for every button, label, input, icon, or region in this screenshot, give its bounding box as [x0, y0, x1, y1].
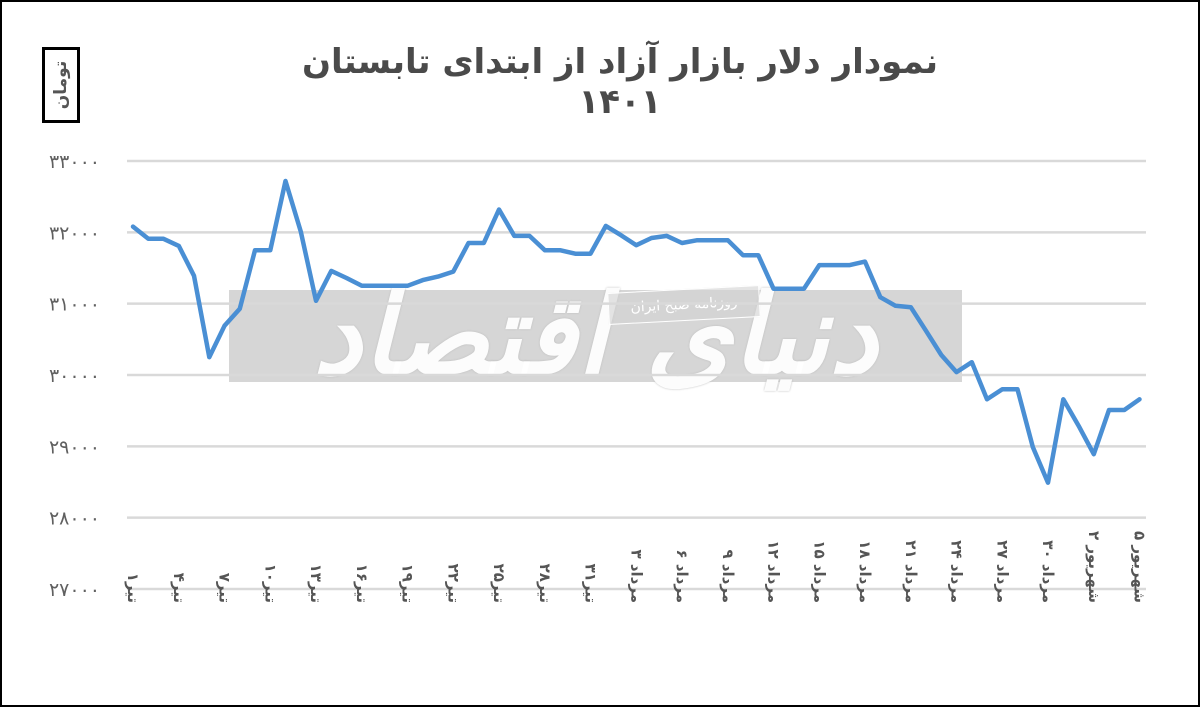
- x-tick-label: تیر۲۸: [536, 564, 554, 603]
- x-tick-label: شهریور ۵: [1131, 531, 1149, 603]
- gridlines: [127, 159, 1146, 591]
- x-tick-label: تیر۷: [216, 573, 234, 603]
- x-tick-label: مرداد ۱۵: [810, 540, 828, 603]
- y-tick-label: ۲۸۰۰۰: [49, 508, 100, 530]
- x-tick-label: مرداد ۲۴: [948, 540, 966, 603]
- y-axis-labels: ۳۳۰۰۰ ۳۲۰۰۰ ۳۱۰۰۰ ۳۰۰۰۰ ۲۹۰۰۰ ۲۸۰۰۰ ۲۷۰۰۰: [49, 151, 100, 601]
- x-tick-label: شهریور ۲: [1085, 531, 1103, 603]
- price-line: [130, 178, 1142, 485]
- x-tick-label: مرداد ۶: [673, 549, 691, 603]
- x-tick-label: تیر۴: [170, 573, 188, 603]
- x-tick-label: مرداد ۳۰: [1039, 540, 1057, 603]
- x-tick-label: مرداد ۱۸: [856, 540, 874, 603]
- y-tick-label: ۲۹۰۰۰: [49, 436, 100, 458]
- x-tick-label: مرداد ۱۲: [765, 540, 783, 603]
- chart-title: نمودار دلار بازار آزاد از ابتدای تابستان…: [301, 42, 939, 122]
- x-tick-label: تیر۱۳: [307, 564, 325, 603]
- x-tick-label: تیر۱: [124, 573, 142, 603]
- x-tick-label: تیر۳۱: [582, 564, 600, 603]
- x-axis-labels: تیر۱ تیر۴ تیر۷ تیر۱۰ تیر۱۳ تیر۱۶ تیر۱۹ تیر۲۲ تیر…: [124, 531, 1149, 603]
- x-tick-label: مرداد ۹: [719, 549, 737, 603]
- x-tick-label: تیر۱۰: [261, 564, 279, 603]
- x-tick-label: تیر۱۹: [399, 564, 417, 603]
- x-tick-label: مرداد ۲۷: [993, 540, 1011, 603]
- y-tick-label: ۳۱۰۰۰: [49, 294, 100, 316]
- x-tick-label: تیر۱۶: [353, 564, 371, 603]
- y-tick-label: ۲۷۰۰۰: [49, 579, 100, 601]
- x-tick-label: تیر۲۲: [444, 564, 462, 603]
- x-tick-label: تیر۲۵: [490, 564, 508, 603]
- watermark-logo-text: دنیای اقتصاد: [313, 271, 878, 399]
- y-tick-label: ۳۲۰۰۰: [49, 222, 100, 244]
- y-axis-unit-box: تومان: [42, 47, 80, 123]
- y-tick-label: ۳۰۰۰۰: [49, 365, 100, 387]
- y-tick-label: ۳۳۰۰۰: [49, 151, 100, 173]
- x-tick-label: مرداد ۳: [627, 549, 645, 603]
- watermark-band: [229, 290, 962, 382]
- x-tick-label: مرداد ۲۱: [902, 540, 920, 603]
